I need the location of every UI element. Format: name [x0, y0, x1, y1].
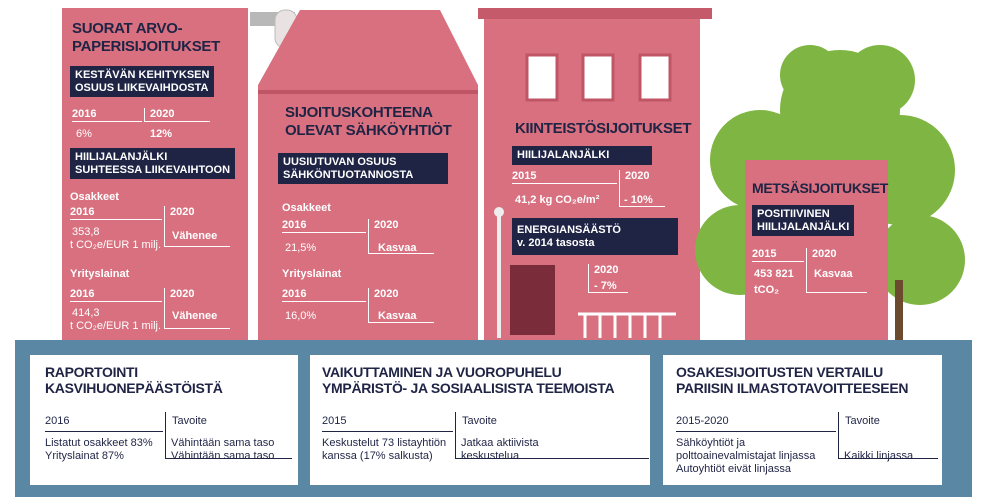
box-title: RAPORTOINTI [45, 364, 138, 380]
title: SUORAT ARVO- [72, 20, 182, 37]
header: 2016 [70, 288, 162, 302]
box-cell: Kaikki linjassa [844, 450, 913, 463]
header: 2016 [72, 108, 142, 122]
value: 12% [150, 128, 172, 141]
text: SÄHKÖNTUOTANNOSTA [283, 169, 443, 182]
target: Kasvaa [378, 310, 417, 323]
door [510, 265, 555, 335]
title: KIINTEISTÖSIJOITUKSET [515, 120, 691, 137]
header: 2016 [282, 288, 366, 302]
text: v. 2014 tasosta [517, 237, 673, 250]
header: 2016 [282, 219, 366, 233]
text: KESTÄVÄN KEHITYKSEN [75, 69, 209, 82]
value: - 7% [594, 280, 617, 293]
section: Yrityslainat [70, 268, 129, 281]
lamp [497, 210, 501, 338]
header: 2015 [752, 248, 804, 262]
box-cell: keskustelua [461, 450, 519, 463]
text: UUSIUTUVAN OSUUS [283, 156, 443, 169]
box-header: 2016 [45, 415, 163, 432]
box-cell: Jatkaa aktiivista [461, 437, 539, 450]
box-title: YMPÄRISTÖ- JA SOSIAALISISTA TEEMOISTA [322, 380, 614, 396]
value: 21,5% [285, 242, 316, 255]
box-title: PARIISIN ILMASTOTAVOITTEESEEN [676, 380, 908, 396]
box-header: 2015-2020 [676, 415, 836, 432]
unit: tCO₂ [754, 284, 779, 297]
text: HIILIJALANJÄLKI [75, 151, 230, 164]
cornice [478, 8, 712, 19]
text: POSITIIVINEN [757, 208, 849, 221]
text: OSUUS LIIKEVAIHDOSTA [75, 82, 209, 95]
lamp-head [494, 207, 504, 217]
value: 353,8 [72, 226, 100, 239]
target: Vähenee [172, 310, 217, 323]
box-cell: Listatut osakkeet 83% [45, 437, 153, 450]
title: PAPERISIJOITUKSET [72, 38, 220, 55]
trim [258, 90, 478, 94]
box-title: VAIKUTTAMINEN JA VUOROPUHELU [322, 364, 561, 380]
value: 414,3 [72, 307, 100, 320]
target: Kasvaa [814, 268, 853, 281]
text: HIILIJALANJÄLKI [757, 221, 849, 234]
title: SIJOITUSKOHTEENA [285, 104, 433, 121]
value: 6% [76, 128, 92, 141]
section: Yrityslainat [282, 268, 341, 281]
trunk [895, 280, 903, 340]
title: OLEVAT SÄHKÖYHTIÖT [285, 122, 452, 139]
label: HIILIJALANJÄLKI [512, 146, 652, 165]
windows [527, 55, 670, 100]
box-cell: Sähköyhtiöt ja [676, 437, 745, 450]
box-cell: Vähintään sama taso [171, 450, 274, 463]
box-title: KASVIHUONEPÄÄSTÖISTÄ [45, 380, 223, 396]
header: 2015 [512, 170, 617, 184]
text: HIILIJALANJÄLKI [517, 149, 647, 162]
header: 2016 [70, 206, 162, 220]
infographic: SUORAT ARVO- PAPERISIJOITUKSET KESTÄVÄN … [0, 0, 981, 497]
target: Kasvaa [378, 242, 417, 255]
box-cell: Vähintään sama taso [171, 437, 274, 450]
target: Vähenee [172, 230, 217, 243]
box-cell: polttoainevalmistajat linjassa [676, 450, 815, 463]
section: Osakkeet [70, 191, 119, 204]
unit: t CO₂e/EUR 1 milj. [70, 320, 161, 333]
header: 2020 [164, 288, 230, 329]
text: ENERGIANSÄÄSTÖ [517, 224, 673, 237]
box-header: 2015 [322, 415, 453, 432]
box-title: OSAKESIJOITUSTEN VERTAILU [676, 364, 883, 380]
value: - 10% [624, 194, 653, 207]
box-cell: kanssa (17% salkusta) [322, 450, 433, 463]
value: 41,2 kg CO₂e/m² [515, 194, 599, 207]
value: 453 821 [754, 268, 794, 281]
box-cell: Yrityslainat 87% [45, 450, 124, 463]
unit: t CO₂e/EUR 1 milj. [70, 239, 161, 252]
box-cell: Keskustelut 73 listayhtiön [322, 437, 446, 450]
header: 2020 [144, 108, 210, 122]
box-cell: Autoyhtiöt eivät linjassa [676, 463, 791, 476]
title: METSÄSIJOITUKSET [752, 180, 888, 196]
section: Osakkeet [282, 202, 331, 215]
value: 16,0% [285, 310, 316, 323]
text: SUHTEESSA LIIKEVAIHTOON [75, 164, 230, 177]
